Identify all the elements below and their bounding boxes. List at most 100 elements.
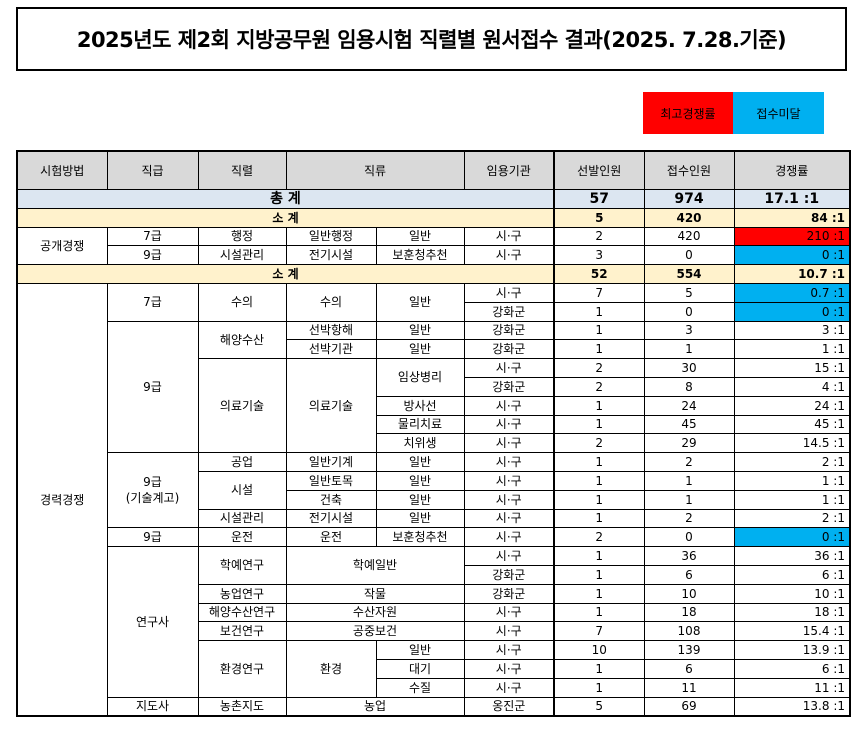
selected-cell: 2 [553,527,645,548]
series-cell: 의료기술 [197,358,287,454]
grade-label: 9급 [143,475,162,490]
table-row: 선박기관 일반 강화군 1 1 1 :1 [17,339,851,360]
subtotal-applied: 554 [643,264,735,284]
class-cell: 공중보건 [285,621,465,642]
subclass-cell: 일반 [375,339,465,360]
page-title: 2025년도 제2회 지방공무원 임용시험 직렬별 원서접수 결과(2025. … [16,7,847,71]
series-cell: 학예연구 [197,546,287,585]
rate-cell: 0 :1 [733,527,851,548]
selected-cell: 1 [553,395,645,416]
rate-cell: 1 :1 [733,470,851,491]
agency-cell: 시·구 [463,640,555,660]
selected-cell: 1 [553,320,645,341]
selected-cell: 3 [553,245,645,266]
rate-cell: 6 :1 [733,564,851,585]
agency-cell: 시·구 [463,658,555,679]
rate-cell: 2 :1 [733,452,851,472]
legend-highest-rate: 최고경쟁률 [643,92,733,134]
series-cell: 시설관리 [197,508,287,529]
header-row: 시험방법 직급 직렬 직류 임용기관 선발인원 접수인원 경쟁률 [16,150,851,190]
table-row: 경력경쟁 7급 수의 수의 일반 시·구 7 5 0.7 :1 [16,282,851,717]
rate-cell: 45 :1 [733,414,851,435]
table-row: 9급 (기술계고) 공업 일반기계 일반 시·구 1 2 2 :1 [17,452,851,529]
rate-cell: 1 :1 [733,339,851,360]
class-cell: 수의 [285,282,377,322]
table-row: 시설관리 전기시설 일반 시·구 1 2 2 :1 [17,508,851,529]
agency-cell: 강화군 [463,301,555,322]
header-cell: 임용기관 [463,150,555,190]
header-cell: 직급 [106,150,199,190]
class-cell: 수산자원 [285,602,465,623]
rate-cell: 14.5 :1 [733,433,851,454]
subtotal-label: 소 계 [16,207,555,228]
selected-cell: 1 [553,452,645,472]
selected-cell: 1 [553,546,645,566]
series-cell: 수의 [197,282,287,322]
applied-cell: 11 [643,677,735,698]
header-cell: 시험방법 [16,150,108,190]
method-cell: 경력경쟁 [16,282,108,717]
header-cell: 직류 [285,150,465,190]
rate-cell: 13.9 :1 [733,640,851,660]
agency-cell: 시·구 [463,226,555,247]
grand-total-row: 총 계 57 974 17.1 :1 [16,189,851,209]
agency-cell: 강화군 [463,583,555,604]
subtotal-selected: 52 [553,264,645,284]
agency-cell: 시·구 [463,527,555,548]
subtotal-label: 소 계 [16,264,555,284]
selected-cell: 1 [553,301,645,322]
applied-cell: 10 [643,583,735,604]
subclass-cell: 대기 [375,658,465,679]
series-cell: 보건연구 [197,621,287,642]
class-cell: 일반행정 [285,226,377,247]
selected-cell: 1 [553,489,645,510]
applied-cell: 30 [643,358,735,378]
series-cell: 시설관리 [197,245,287,266]
legend-under-applied: 접수미달 [733,92,824,134]
selected-cell: 2 [553,358,645,378]
series-cell: 농촌지도 [197,696,287,717]
selected-cell: 1 [553,658,645,679]
class-cell: 일반기계 [285,452,377,472]
subclass-cell: 일반 [375,640,465,660]
rate-cell: 10 :1 [733,583,851,604]
class-cell: 건축 [285,489,377,510]
rate-cell: 11 :1 [733,677,851,698]
subclass-cell: 일반 [375,226,465,247]
grade-cell: 9급 [106,320,199,454]
subclass-cell: 일반 [375,282,465,322]
agency-cell: 시·구 [463,282,555,303]
table-row: 시설 일반토목 일반 시·구 1 1 1 :1 [17,470,851,510]
selected-cell: 7 [553,282,645,303]
rate-cell: 0.7 :1 [733,282,851,303]
table-row: 물리치료 시·구 1 45 45 :1 [17,414,851,435]
grade-cell: 9급 [106,245,199,266]
agency-cell: 강화군 [463,339,555,360]
selected-cell: 10 [553,640,645,660]
selected-cell: 1 [553,470,645,491]
subclass-cell: 보훈청추천 [375,245,465,266]
agency-cell: 시·구 [463,433,555,454]
applied-cell: 1 [643,489,735,510]
class-cell: 운전 [285,527,377,548]
agency-cell: 시·구 [463,470,555,491]
rate-cell: 24 :1 [733,395,851,416]
selected-cell: 1 [553,508,645,529]
applied-cell: 0 [643,301,735,322]
class-cell: 의료기술 [285,358,377,454]
applied-cell: 18 [643,602,735,623]
rate-cell: 6 :1 [733,658,851,679]
selected-cell: 2 [553,376,645,397]
table-row: 9급 운전 운전 보훈청추천 시·구 2 0 0 :1 [17,527,851,548]
selected-cell: 7 [553,621,645,642]
applied-cell: 6 [643,658,735,679]
agency-cell: 시·구 [463,245,555,266]
applied-cell: 0 [643,527,735,548]
table-row: 환경연구 환경 일반 시·구 10 139 13.9 :1 [17,640,851,698]
selected-cell: 1 [553,414,645,435]
class-cell: 환경 [285,640,377,698]
grade-cell: 9급 [106,527,199,548]
subclass-cell: 일반 [375,508,465,529]
grade-cell: 지도사 [106,696,199,717]
class-cell: 선박항해 [285,320,377,341]
